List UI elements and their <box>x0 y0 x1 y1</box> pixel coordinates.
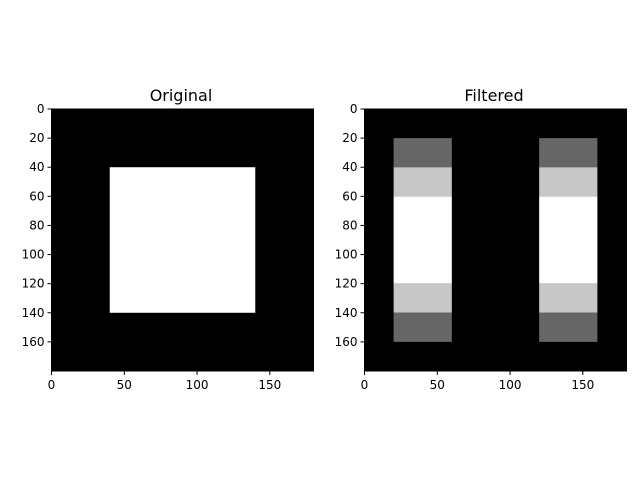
original-image-regions <box>109 167 256 313</box>
filtered-image-region-7 <box>539 196 598 284</box>
filtered-image-region-3 <box>393 283 452 313</box>
original-x-tick-label-1: 50 <box>117 378 132 392</box>
filtered-image-region-9 <box>539 312 598 342</box>
filtered-image-region-5 <box>539 138 598 168</box>
original-x-tick-label-0: 0 <box>48 378 56 392</box>
original-title: Original <box>150 86 213 105</box>
original-panel: Original 0 50 100 150 0 20 40 60 80 100 120 140 160 <box>22 86 314 392</box>
filtered-x-tick-label-2: 100 <box>499 378 522 392</box>
filtered-image-region-8 <box>539 283 598 313</box>
original-y-tick-label-1: 20 <box>29 131 44 145</box>
filtered-y-tick-label-1: 20 <box>342 131 357 145</box>
filtered-y-ticks: 0 20 40 60 80 100 120 140 160 <box>335 102 365 349</box>
original-x-tick-label-2: 100 <box>186 378 209 392</box>
filtered-y-tick-label-0: 0 <box>350 102 358 116</box>
filtered-y-tick-label-3: 60 <box>342 189 357 203</box>
filtered-panel: Filtered 0 50 100 150 0 20 40 60 80 100 120 140 160 <box>335 86 627 392</box>
original-y-tick-label-3: 60 <box>29 189 44 203</box>
filtered-x-ticks: 0 50 100 150 <box>361 371 594 392</box>
filtered-y-tick-label-4: 80 <box>342 218 357 232</box>
original-x-ticks: 0 50 100 150 <box>48 371 281 392</box>
filtered-y-tick-label-6: 120 <box>335 277 358 291</box>
filtered-image-region-6 <box>539 167 598 197</box>
original-image-region-0 <box>109 167 256 313</box>
original-y-tick-label-0: 0 <box>37 102 45 116</box>
filtered-y-tick-label-7: 140 <box>335 306 358 320</box>
filtered-y-tick-label-8: 160 <box>335 335 358 349</box>
filtered-x-tick-label-0: 0 <box>361 378 369 392</box>
filtered-image-regions <box>393 138 598 342</box>
original-x-tick-label-3: 150 <box>258 378 281 392</box>
filtered-image-region-0 <box>393 138 452 168</box>
original-y-tick-label-2: 40 <box>29 160 44 174</box>
filtered-image-region-4 <box>393 312 452 342</box>
filtered-image-region-1 <box>393 167 452 197</box>
filtered-x-tick-label-3: 150 <box>571 378 594 392</box>
filtered-title: Filtered <box>464 86 523 105</box>
original-y-tick-label-8: 160 <box>22 335 45 349</box>
filtered-image-region-2 <box>393 196 452 284</box>
original-y-tick-label-7: 140 <box>22 306 45 320</box>
original-y-ticks: 0 20 40 60 80 100 120 140 160 <box>22 102 52 349</box>
original-axes-frame <box>51 108 314 372</box>
filtered-x-tick-label-1: 50 <box>430 378 445 392</box>
filtered-y-tick-label-5: 100 <box>335 248 358 262</box>
filtered-y-tick-label-2: 40 <box>342 160 357 174</box>
original-y-tick-label-5: 100 <box>22 248 45 262</box>
original-y-tick-label-6: 120 <box>22 277 45 291</box>
filtered-axes-frame <box>364 108 627 372</box>
original-y-tick-label-4: 80 <box>29 218 44 232</box>
